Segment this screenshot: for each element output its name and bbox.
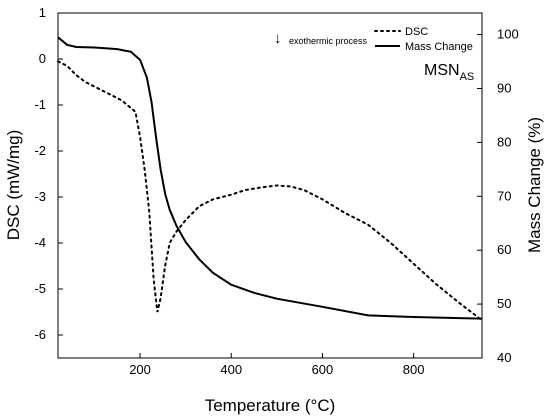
- x-tick-label: 400: [220, 362, 242, 377]
- right-y-axis-ticks: 100 90 80 70 60 50 40: [477, 27, 519, 365]
- legend: DSC Mass Change: [374, 26, 473, 53]
- legend-mass-label: Mass Change: [405, 41, 473, 53]
- left-y-axis-title: DSC (mW/mg): [4, 130, 23, 240]
- left-y-tick-label: 1: [39, 5, 46, 20]
- dsc-series-line: [57, 60, 483, 322]
- right-y-tick-label: 60: [497, 242, 511, 257]
- right-y-tick-label: 80: [497, 134, 511, 149]
- exothermic-annotation: exothermic process: [289, 36, 368, 46]
- left-y-tick-label: -4: [34, 235, 46, 250]
- left-y-axis-ticks: 1 0 -1 -2 -3 -4 -5 -6: [34, 5, 63, 342]
- x-tick-label: 800: [403, 362, 425, 377]
- sample-label: MSNAS: [424, 62, 474, 83]
- plot-frame: [57, 12, 483, 359]
- right-y-tick-label: 40: [497, 350, 511, 365]
- x-axis-ticks: 200 400 600 800: [129, 353, 424, 377]
- left-y-tick-label: -2: [34, 143, 46, 158]
- right-y-tick-label: 50: [497, 296, 511, 311]
- mass-change-series-line: [57, 36, 483, 320]
- left-y-tick-label: -3: [34, 189, 46, 204]
- x-tick-label: 600: [312, 362, 334, 377]
- legend-dsc-label: DSC: [405, 26, 428, 38]
- right-y-tick-label: 70: [497, 188, 511, 203]
- left-y-tick-label: 0: [39, 51, 46, 66]
- left-y-tick-label: -1: [34, 97, 46, 112]
- right-y-tick-label: 90: [497, 80, 511, 95]
- left-y-tick-label: -6: [34, 327, 46, 342]
- right-y-axis-title: Mass Change (%): [525, 117, 544, 253]
- x-tick-label: 200: [129, 362, 151, 377]
- left-y-tick-label: -5: [34, 281, 46, 296]
- exothermic-arrow-icon: ↓: [274, 30, 282, 47]
- right-y-tick-label: 100: [497, 27, 519, 42]
- x-axis-title: Temperature (°C): [205, 396, 336, 415]
